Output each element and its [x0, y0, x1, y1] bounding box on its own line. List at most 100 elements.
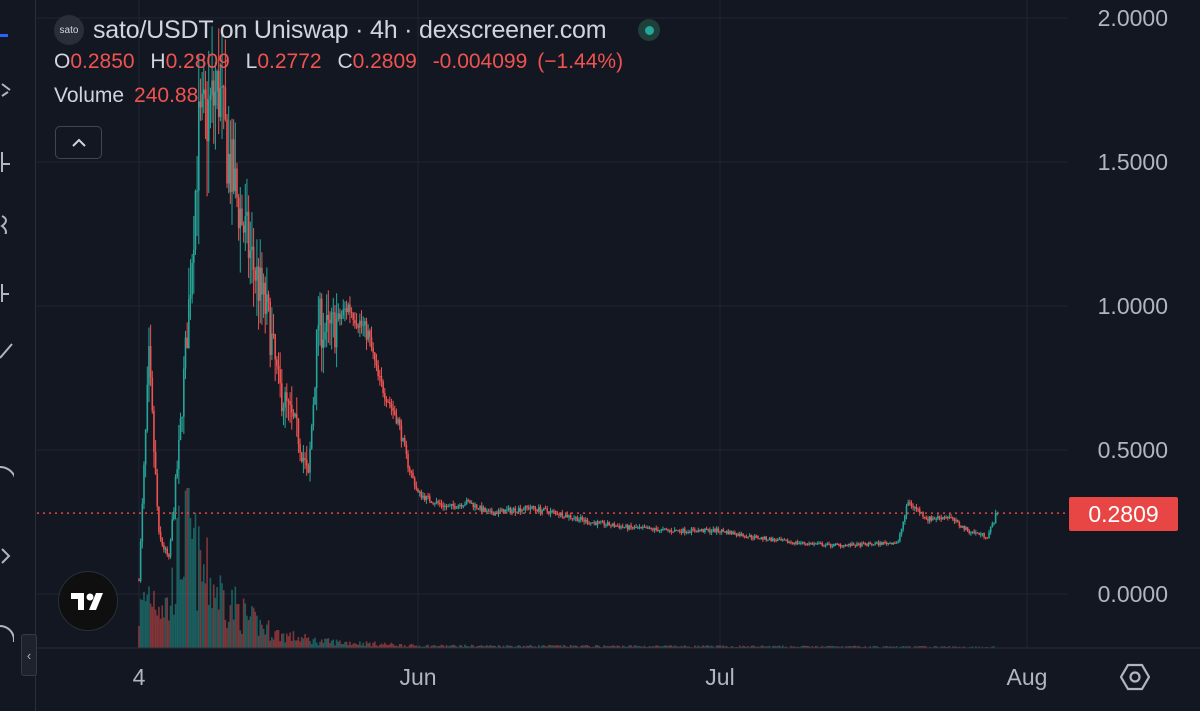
- volume-bar: [154, 609, 157, 648]
- candle-body: [938, 516, 941, 518]
- volume-bar: [271, 637, 273, 648]
- volume-bar: [281, 633, 283, 648]
- volume-bar: [304, 633, 306, 648]
- candle-body: [287, 400, 290, 402]
- legend-collapse-button[interactable]: [55, 126, 102, 159]
- candle-body: [596, 521, 599, 526]
- candle-body: [212, 80, 215, 106]
- candle-body: [727, 531, 730, 535]
- volume-bar: [156, 615, 159, 648]
- candle-body: [295, 413, 298, 419]
- candle-body: [786, 540, 789, 543]
- candle-body: [872, 544, 875, 546]
- volume-bar: [387, 644, 389, 648]
- candle-body: [890, 542, 893, 545]
- candle-body: [631, 527, 634, 529]
- candle-body: [168, 554, 170, 557]
- volume-bar: [705, 645, 708, 648]
- candle-body: [193, 249, 195, 263]
- candle-body: [937, 516, 939, 519]
- volume-bar: [522, 645, 525, 648]
- candle-body: [642, 526, 644, 528]
- candle-body: [332, 312, 335, 314]
- candle-body: [610, 525, 612, 527]
- market-status-icon[interactable]: [638, 19, 661, 41]
- volume-bar: [548, 644, 550, 648]
- volume-bar: [951, 646, 954, 648]
- chart-title[interactable]: sato/USDT on Uniswap · 4h · dexscreener.…: [93, 15, 607, 44]
- candle-body: [975, 532, 977, 534]
- crosshair-tool-icon[interactable]: [0, 80, 14, 102]
- candle-body: [657, 529, 659, 532]
- candle-body: [507, 507, 510, 510]
- candle-body: [320, 298, 323, 348]
- volume-bar: [852, 645, 855, 648]
- candle-body: [628, 525, 631, 530]
- volume-bar: [923, 646, 926, 648]
- volume-bar: [884, 646, 886, 648]
- volume-bar: [970, 646, 972, 648]
- volume-bar: [763, 646, 766, 648]
- candle-body: [214, 91, 217, 106]
- candle-body: [349, 304, 351, 312]
- tradingview-logo-icon[interactable]: [58, 571, 118, 631]
- candle-body: [536, 509, 538, 512]
- volume-bar: [217, 609, 220, 648]
- candle-body: [207, 100, 210, 142]
- volume-bar: [846, 646, 848, 648]
- volume-bar: [625, 646, 627, 648]
- volume-bar: [239, 630, 242, 648]
- candle-body: [704, 528, 706, 533]
- brush-tool-icon[interactable]: [0, 340, 14, 362]
- candle-body: [194, 190, 197, 250]
- candle-body: [809, 543, 812, 545]
- candle-body: [556, 512, 559, 515]
- close-label: C: [337, 50, 353, 73]
- volume-bar: [849, 646, 852, 648]
- chart-settings-button[interactable]: [1118, 660, 1152, 694]
- measure-tool-icon[interactable]: [0, 465, 14, 487]
- candle-body: [598, 521, 600, 523]
- volume-bar: [237, 603, 240, 648]
- fib-tool-icon[interactable]: [0, 212, 14, 234]
- candle-body: [317, 325, 320, 331]
- candle-body: [439, 502, 441, 504]
- candle-body: [951, 517, 954, 519]
- volume-bar: [252, 607, 255, 648]
- volume-bar: [214, 597, 217, 648]
- volume-bar: [439, 646, 441, 648]
- volume-bar: [206, 537, 208, 648]
- candle-body: [943, 517, 946, 519]
- candle-body: [491, 510, 493, 514]
- volume-bar: [516, 646, 518, 648]
- candle-body: [978, 532, 980, 535]
- candle-body: [847, 543, 850, 545]
- candle-body: [831, 545, 834, 547]
- volume-bar: [753, 646, 756, 648]
- volume-bar: [506, 645, 508, 648]
- candle-body: [264, 282, 267, 314]
- zoom-tool-icon[interactable]: [0, 545, 14, 567]
- volume-bar: [732, 646, 735, 648]
- volume-bar: [427, 644, 429, 648]
- candle-body: [397, 419, 399, 424]
- volume-bar: [452, 644, 455, 648]
- sidebar-collapse-button[interactable]: ‹: [21, 634, 37, 676]
- candle-body: [958, 521, 961, 526]
- volume-bar: [447, 646, 449, 648]
- trendline-tool-icon[interactable]: [0, 150, 14, 172]
- candle-body: [305, 459, 308, 466]
- lock-tool-icon[interactable]: [0, 620, 14, 642]
- candle-body: [472, 502, 475, 508]
- candle-body: [489, 510, 491, 512]
- volume-bar: [340, 644, 343, 648]
- candle-body: [760, 537, 763, 539]
- candle-body: [923, 516, 926, 519]
- candle-body: [785, 540, 787, 542]
- pattern-tool-icon[interactable]: [0, 280, 14, 302]
- volume-bar: [418, 645, 421, 648]
- volume-bar: [683, 645, 686, 648]
- candle-body: [199, 101, 202, 108]
- volume-bar: [551, 645, 554, 648]
